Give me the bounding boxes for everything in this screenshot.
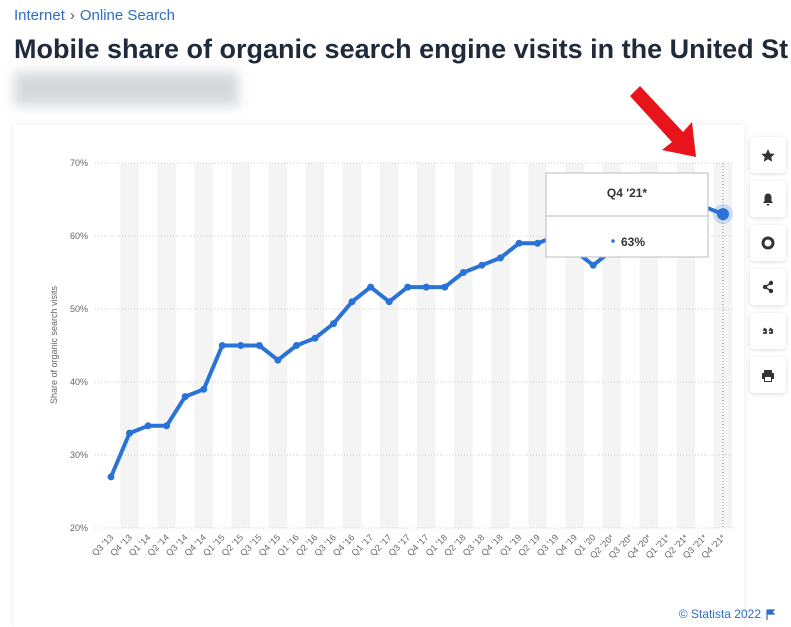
star-button[interactable] (750, 137, 786, 173)
breadcrumbs: Internet › Online Search (14, 7, 175, 24)
point (274, 356, 282, 364)
point (534, 239, 542, 247)
breadcrumb-link[interactable]: Internet (14, 7, 65, 24)
point (717, 208, 729, 221)
red-arrow (630, 86, 696, 157)
breadcrumb-link[interactable]: Online Search (79, 7, 175, 24)
y-tick-label: 70% (70, 158, 88, 168)
point (107, 473, 115, 481)
point (496, 254, 504, 262)
column-band (417, 163, 436, 528)
y-tick-label: 60% (70, 231, 88, 241)
y-tick-label: 40% (70, 377, 88, 387)
point (144, 422, 152, 430)
icon (762, 370, 774, 382)
separator: › (69, 7, 75, 24)
blurred-subtitle (14, 72, 239, 106)
point (311, 334, 319, 342)
point (459, 269, 467, 276)
share-button[interactable] (750, 269, 786, 305)
page-title: Mobile share of organic search engine vi… (14, 34, 789, 64)
point (441, 283, 449, 291)
bands (120, 163, 733, 528)
icon (763, 193, 773, 206)
column-band (528, 163, 547, 528)
icon (762, 280, 774, 294)
source[interactable]: © Statista 2022 (679, 607, 762, 621)
cite-button[interactable] (750, 313, 786, 349)
tooltip-dot (611, 239, 615, 243)
point (404, 283, 412, 291)
icon (762, 327, 773, 334)
point (237, 342, 245, 349)
y-tick-label: 30% (70, 450, 88, 460)
point (515, 239, 523, 247)
point (292, 342, 300, 349)
point (255, 342, 263, 349)
point (478, 261, 486, 269)
y-tick-label: 50% (70, 304, 88, 314)
column-band (713, 163, 733, 528)
tooltip-value: 63% (621, 235, 645, 249)
point (330, 320, 338, 328)
bell-button[interactable] (750, 181, 786, 217)
column-band (379, 163, 399, 528)
icon (761, 149, 775, 162)
icon (761, 236, 775, 250)
column-band (268, 163, 288, 528)
column-band (305, 163, 325, 528)
point (422, 283, 430, 291)
point (348, 298, 356, 306)
column-band (342, 163, 362, 528)
settings-button[interactable] (750, 225, 786, 261)
point (218, 342, 226, 349)
point (126, 429, 134, 437)
point (385, 298, 393, 306)
print-button[interactable] (750, 357, 786, 393)
flag-icon[interactable] (766, 609, 776, 620)
column-band (120, 163, 139, 528)
tooltip-box (545, 172, 709, 258)
point (200, 385, 208, 393)
tooltip-title: Q4 '21* (607, 186, 648, 200)
point (181, 393, 189, 401)
column-band (454, 163, 473, 528)
y-tick-label: 20% (70, 523, 88, 533)
column-band (157, 163, 176, 528)
point (367, 283, 375, 291)
y-axis-label: Share of organic search visits (49, 285, 59, 404)
column-band (194, 163, 213, 528)
point (163, 422, 171, 430)
point (589, 261, 597, 269)
column-band (491, 163, 510, 528)
